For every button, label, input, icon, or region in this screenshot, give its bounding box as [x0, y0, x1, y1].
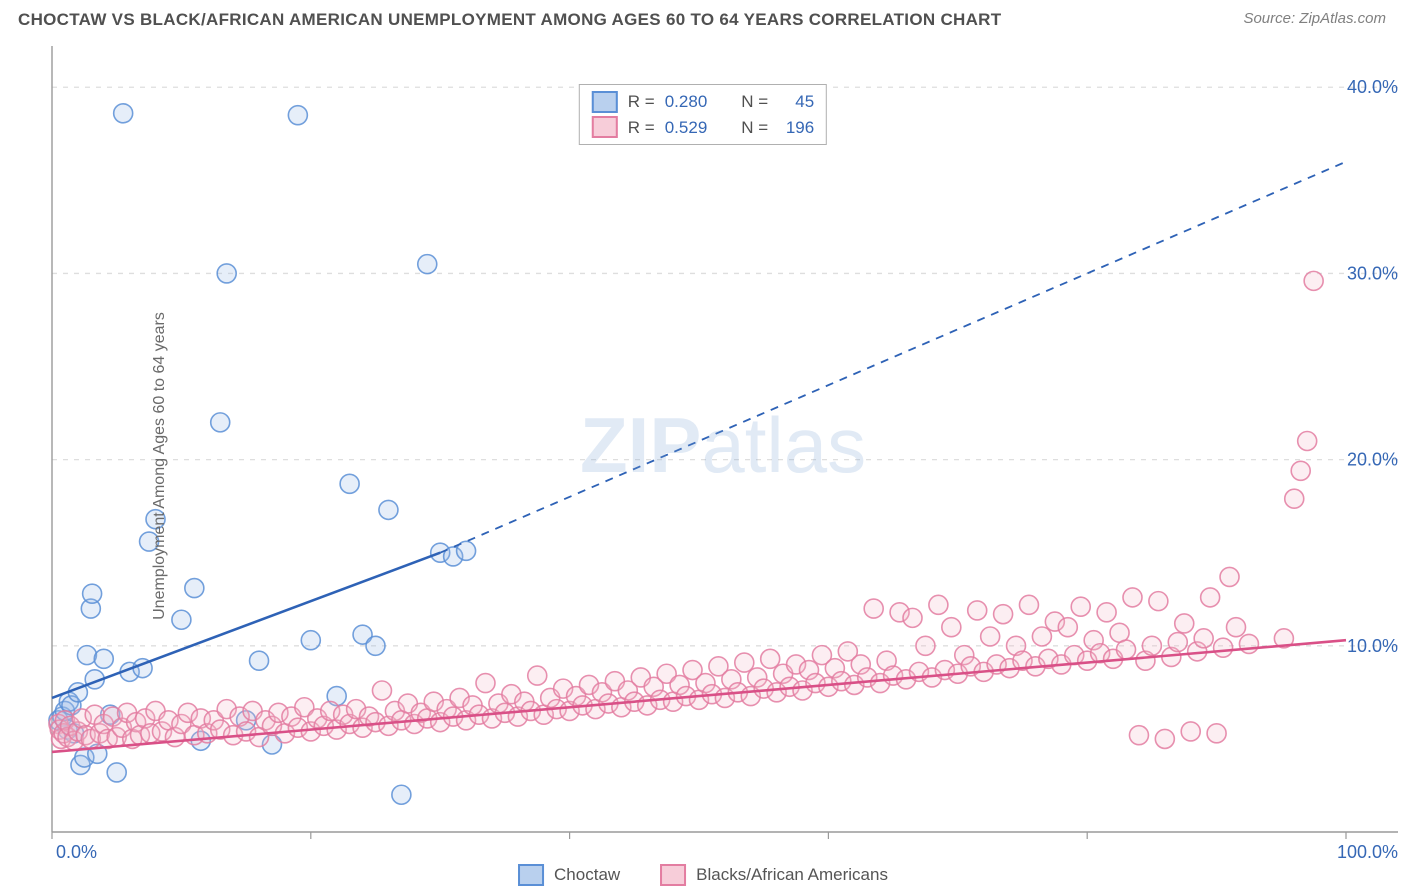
- legend-item: Choctaw: [518, 864, 620, 886]
- scatter-point: [366, 636, 385, 655]
- chart-title: CHOCTAW VS BLACK/AFRICAN AMERICAN UNEMPL…: [18, 10, 1001, 30]
- scatter-point: [1181, 722, 1200, 741]
- legend-label: Blacks/African Americans: [696, 865, 888, 885]
- source-label: Source: ZipAtlas.com: [1243, 10, 1386, 27]
- stat-row: R = 0.280 N = 45: [592, 89, 814, 115]
- scatter-point: [288, 106, 307, 125]
- legend-swatch: [592, 91, 618, 113]
- scatter-point: [94, 649, 113, 668]
- scatter-point: [968, 601, 987, 620]
- scatter-point: [77, 646, 96, 665]
- stat-n-value: 196: [778, 115, 814, 141]
- scatter-point: [735, 653, 754, 672]
- legend-swatch: [660, 864, 686, 886]
- scatter-point: [1123, 588, 1142, 607]
- stat-r-value: 0.280: [665, 89, 708, 115]
- scatter-point: [1239, 634, 1258, 653]
- scatter-point: [981, 627, 1000, 646]
- scatter-point: [1142, 636, 1161, 655]
- scatter-point: [418, 255, 437, 274]
- scatter-point: [1071, 597, 1090, 616]
- scatter-point: [476, 674, 495, 693]
- scatter-point: [1194, 629, 1213, 648]
- scatter-point: [761, 649, 780, 668]
- scatter-point: [217, 264, 236, 283]
- scatter-point: [916, 636, 935, 655]
- trend-line: [52, 640, 1346, 752]
- scatter-point: [1201, 588, 1220, 607]
- scatter-point: [1207, 724, 1226, 743]
- scatter-point: [1155, 729, 1174, 748]
- scatter-point: [107, 763, 126, 782]
- stat-r-label: R =: [628, 89, 655, 115]
- scatter-point: [994, 605, 1013, 624]
- scatter-point: [301, 631, 320, 650]
- stat-row: R = 0.529 N = 196: [592, 115, 814, 141]
- y-tick-label: 20.0%: [1347, 450, 1398, 470]
- scatter-point: [1285, 489, 1304, 508]
- scatter-point: [114, 104, 133, 123]
- scatter-point: [1291, 461, 1310, 480]
- y-tick-label: 30.0%: [1347, 263, 1398, 283]
- x-tick-label: 100.0%: [1337, 842, 1398, 862]
- scatter-point: [1149, 592, 1168, 611]
- x-tick-label: 0.0%: [56, 842, 97, 862]
- scatter-point: [1032, 627, 1051, 646]
- scatter-point: [1097, 603, 1116, 622]
- scatter-point: [392, 785, 411, 804]
- stat-r-label: R =: [628, 115, 655, 141]
- scatter-point: [372, 681, 391, 700]
- scatter-point: [864, 599, 883, 618]
- scatter-point: [1129, 726, 1148, 745]
- scatter-point: [903, 608, 922, 627]
- scatter-point: [528, 666, 547, 685]
- scatter-point: [340, 474, 359, 493]
- scatter-point: [211, 413, 230, 432]
- scatter-point: [1220, 567, 1239, 586]
- scatter-point: [185, 579, 204, 598]
- scatter-point: [250, 651, 269, 670]
- scatter-point: [172, 610, 191, 629]
- legend-label: Choctaw: [554, 865, 620, 885]
- legend-swatch: [592, 116, 618, 138]
- y-tick-label: 40.0%: [1347, 77, 1398, 97]
- scatter-point: [929, 595, 948, 614]
- scatter-point: [1019, 595, 1038, 614]
- legend-swatch: [518, 864, 544, 886]
- scatter-point: [379, 500, 398, 519]
- stat-r-value: 0.529: [665, 115, 708, 141]
- y-tick-label: 10.0%: [1347, 636, 1398, 656]
- scatter-point: [83, 584, 102, 603]
- series-legend: Choctaw Blacks/African Americans: [518, 864, 888, 886]
- scatter-point: [1214, 638, 1233, 657]
- scatter-point: [942, 618, 961, 637]
- stat-n-label: N =: [741, 115, 768, 141]
- legend-item: Blacks/African Americans: [660, 864, 888, 886]
- stat-n-value: 45: [778, 89, 814, 115]
- stat-n-label: N =: [741, 89, 768, 115]
- scatter-point: [1058, 618, 1077, 637]
- scatter-point: [1227, 618, 1246, 637]
- scatter-point: [1298, 432, 1317, 451]
- trend-line: [52, 553, 440, 698]
- scatter-point: [1117, 640, 1136, 659]
- chart-area: Unemployment Among Ages 60 to 64 years 0…: [0, 40, 1406, 892]
- scatter-chart: 0.0% 100.0% 10.0% 20.0% 30.0% 40.0%: [0, 40, 1406, 892]
- correlation-stats-box: R = 0.280 N = 45 R = 0.529 N = 196: [579, 84, 827, 145]
- header: CHOCTAW VS BLACK/AFRICAN AMERICAN UNEMPL…: [0, 0, 1406, 40]
- y-axis-label: Unemployment Among Ages 60 to 64 years: [151, 312, 169, 620]
- scatter-point: [1304, 271, 1323, 290]
- scatter-point: [1175, 614, 1194, 633]
- trend-line-extrapolated: [440, 162, 1346, 553]
- scatter-point: [1168, 633, 1187, 652]
